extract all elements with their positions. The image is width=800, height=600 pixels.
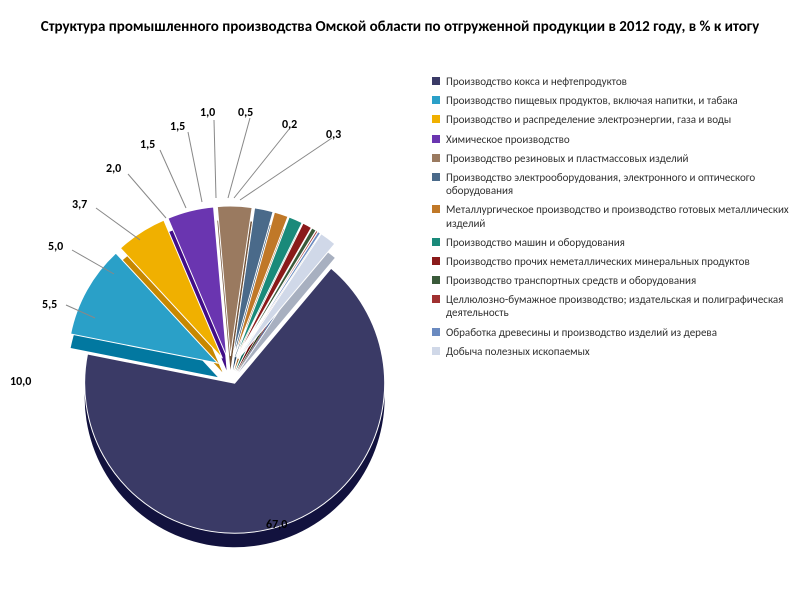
leader-line	[96, 208, 140, 240]
legend-swatch	[432, 276, 440, 284]
legend-label: Производство машин и оборудования	[446, 236, 792, 249]
legend-item: Металлургическое производство и производ…	[432, 203, 792, 229]
data-label: 1,0	[200, 106, 215, 120]
legend-swatch	[432, 154, 440, 162]
leader-line	[240, 138, 332, 200]
legend-swatch	[432, 238, 440, 246]
legend-swatch	[432, 115, 440, 123]
data-label: 2,0	[106, 162, 121, 176]
legend-item: Целлюлозно-бумажное производство; издате…	[432, 293, 792, 319]
data-label: 0,5	[238, 106, 253, 120]
chart-title: Структура промышленного производства Омс…	[0, 0, 800, 46]
legend-item: Производство машин и оборудования	[432, 236, 792, 249]
legend-label: Производство резиновых и пластмассовых и…	[446, 152, 792, 165]
pie-chart: 67,0 10,0 5,5 5,0 3,7 2,0 1,5 1,5 1,0 0,5 0,2 0,3	[10, 80, 410, 560]
legend-label: Производство электрооборудования, электр…	[446, 171, 792, 197]
legend-swatch	[432, 77, 440, 85]
leader-line	[234, 128, 290, 198]
leader-line	[228, 118, 250, 198]
leader-line	[214, 120, 216, 198]
legend-label: Производство прочих неметаллических мине…	[446, 255, 792, 268]
legend-swatch	[432, 173, 440, 181]
legend-item: Производство пищевых продуктов, включая …	[432, 94, 792, 107]
data-label: 10,0	[10, 375, 31, 389]
legend-swatch	[432, 295, 440, 303]
data-label: 0,3	[326, 128, 341, 142]
legend-item: Добыча полезных ископаемых	[432, 345, 792, 358]
legend: Производство кокса и нефтепродуктов Произ…	[432, 75, 792, 364]
legend-label: Добыча полезных ископаемых	[446, 345, 792, 358]
data-label: 3,7	[72, 198, 87, 212]
legend-swatch	[432, 96, 440, 104]
data-label: 67,0	[266, 518, 287, 532]
leader-line	[128, 174, 166, 218]
data-label: 1,5	[170, 120, 185, 134]
legend-label: Металлургическое производство и производ…	[446, 203, 792, 229]
legend-label: Производство кокса и нефтепродуктов	[446, 75, 792, 88]
legend-label: Целлюлозно-бумажное производство; издате…	[446, 293, 792, 319]
legend-item: Производство резиновых и пластмассовых и…	[432, 152, 792, 165]
legend-item: Производство транспортных средств и обор…	[432, 274, 792, 287]
legend-swatch	[432, 347, 440, 355]
data-label: 1,5	[140, 138, 155, 152]
legend-item: Производство прочих неметаллических мине…	[432, 255, 792, 268]
data-label: 5,0	[48, 240, 63, 254]
legend-item: Производство электрооборудования, электр…	[432, 171, 792, 197]
legend-label: Производство пищевых продуктов, включая …	[446, 94, 792, 107]
legend-swatch	[432, 257, 440, 265]
legend-item: Производство и распределение электроэнер…	[432, 113, 792, 126]
legend-item: Обработка древесины и производство издел…	[432, 326, 792, 339]
data-label: 0,2	[282, 118, 297, 132]
legend-swatch	[432, 328, 440, 336]
legend-item: Производство кокса и нефтепродуктов	[432, 75, 792, 88]
legend-swatch	[432, 205, 440, 213]
legend-label: Обработка древесины и производство издел…	[446, 326, 792, 339]
legend-label: Производство транспортных средств и обор…	[446, 274, 792, 287]
legend-item: Химическое производство	[432, 133, 792, 146]
leader-line	[160, 150, 186, 208]
legend-label: Производство и распределение электроэнер…	[446, 113, 792, 126]
leader-line	[188, 132, 202, 202]
legend-swatch	[432, 135, 440, 143]
data-label: 5,5	[42, 298, 57, 312]
legend-label: Химическое производство	[446, 133, 792, 146]
